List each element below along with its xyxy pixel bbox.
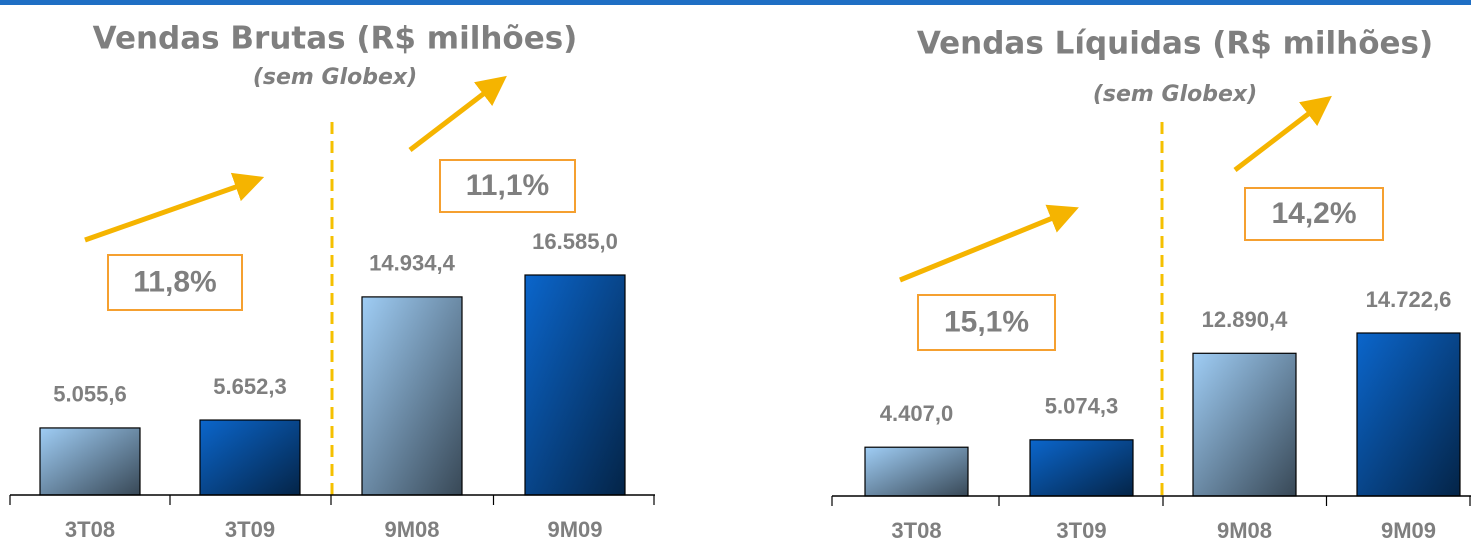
- growth-arrow: [408, 75, 507, 152]
- bar: [1029, 439, 1134, 497]
- bar: [864, 446, 969, 497]
- category-label: 9M08: [384, 517, 439, 542]
- annotation-box: [1244, 187, 1384, 241]
- annotation-box: [107, 254, 243, 311]
- bar: [1192, 352, 1297, 497]
- chart-title: Vendas Brutas (R$ milhões): [93, 21, 578, 57]
- chart-subtitle: (sem Globex): [253, 65, 417, 90]
- bar: [199, 419, 301, 496]
- bar: [524, 274, 626, 496]
- value-label: 12.890,4: [1202, 307, 1288, 332]
- category-label: 9M08: [1217, 518, 1272, 543]
- annotation: 15,1%: [944, 305, 1029, 338]
- annotation: 11,1%: [466, 169, 549, 202]
- category-label: 3T08: [65, 517, 115, 542]
- chart-subtitle: (sem Globex): [1093, 82, 1257, 107]
- growth-arrow: [84, 172, 265, 243]
- category-label: 3T09: [225, 517, 275, 542]
- value-label: 4.407,0: [880, 401, 953, 426]
- growth-arrow: [899, 204, 1079, 283]
- chart-title: Vendas Líquidas (R$ milhões): [917, 26, 1433, 62]
- annotation: 11,8%: [133, 265, 216, 298]
- annotation: 14,2%: [1271, 197, 1356, 230]
- value-label: 5.055,6: [53, 382, 126, 407]
- value-label: 14.934,4: [369, 251, 455, 276]
- category-label: 9M09: [1381, 518, 1436, 543]
- value-label: 5.074,3: [1045, 394, 1118, 419]
- value-label: 16.585,0: [532, 229, 618, 254]
- category-label: 3T08: [891, 518, 941, 543]
- bar: [1356, 332, 1461, 497]
- annotation-box: [439, 159, 576, 213]
- category-label: 9M09: [547, 517, 602, 542]
- bar: [39, 427, 141, 496]
- value-label: 14.722,6: [1366, 287, 1452, 312]
- category-label: 3T09: [1056, 518, 1106, 543]
- top-strip: [0, 0, 1471, 5]
- bar: [361, 296, 463, 496]
- growth-arrow: [1233, 95, 1332, 172]
- annotation-box: [917, 294, 1056, 351]
- value-label: 5.652,3: [213, 374, 286, 399]
